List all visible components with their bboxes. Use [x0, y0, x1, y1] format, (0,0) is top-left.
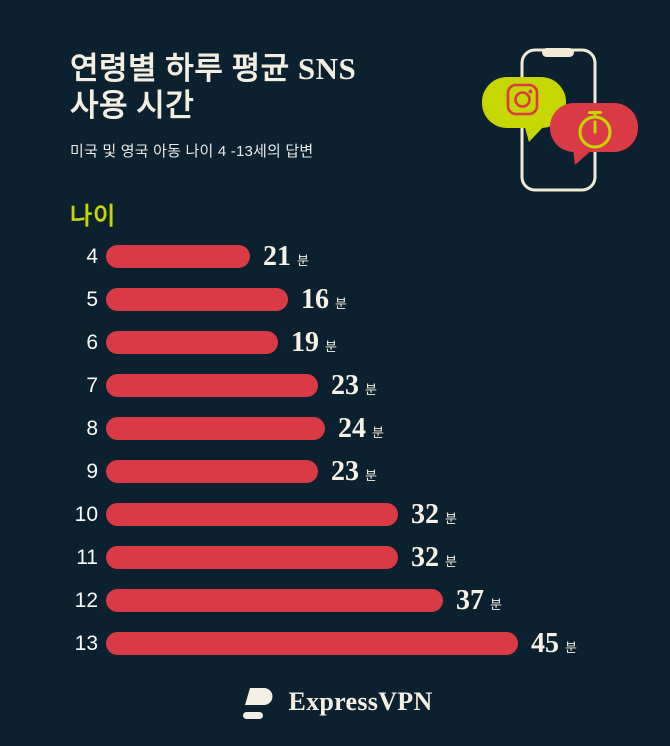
value-wrap: 45 분 — [531, 627, 577, 659]
header: 연령별 하루 평균 SNS 사용 시간 미국 및 영국 아동 나이 4 -13세… — [70, 50, 490, 161]
unit-label: 분 — [445, 510, 457, 526]
unit-label: 분 — [297, 252, 309, 268]
subtitle: 미국 및 영국 아동 나이 4 -13세의 답변 — [70, 143, 314, 160]
bar — [106, 374, 318, 397]
timer-bubble — [550, 103, 638, 165]
value-label: 23 — [331, 455, 359, 487]
bar — [106, 245, 250, 268]
unit-label: 분 — [372, 424, 384, 440]
age-label: 8 — [86, 416, 98, 440]
unit-label: 분 — [565, 639, 577, 655]
chart-row: 12 37 분 — [0, 584, 670, 616]
age-label: 5 — [86, 287, 98, 311]
bar — [106, 632, 518, 655]
bar — [106, 503, 398, 526]
value-label: 24 — [338, 412, 366, 444]
chart-row: 7 23 분 — [0, 369, 670, 401]
value-wrap: 32 분 — [411, 541, 457, 573]
value-wrap: 23 분 — [331, 369, 377, 401]
age-label: 4 — [86, 244, 98, 268]
unit-label: 분 — [325, 338, 337, 354]
bar — [106, 288, 288, 311]
chart-row: 4 21 분 — [0, 240, 670, 272]
value-label: 21 — [263, 240, 291, 272]
value-label: 37 — [456, 584, 484, 616]
age-label: 12 — [74, 588, 98, 612]
title-line-2: 사용 시간 — [70, 88, 195, 123]
phone-illustration — [482, 48, 638, 192]
value-wrap: 23 분 — [331, 455, 377, 487]
age-label: 6 — [86, 330, 98, 354]
unit-label: 분 — [490, 596, 502, 612]
instagram-bubble — [482, 77, 566, 142]
expressvpn-wordmark: ExpressVPN — [288, 687, 433, 716]
axis-title: 나이 — [70, 203, 117, 230]
value-label: 45 — [531, 627, 559, 659]
unit-label: 분 — [445, 553, 457, 569]
bar — [106, 589, 443, 612]
chart-row: 13 45 분 — [0, 627, 670, 659]
unit-label: 분 — [365, 467, 377, 483]
chart-row: 10 32 분 — [0, 498, 670, 530]
chart-row: 5 16 분 — [0, 283, 670, 315]
value-wrap: 32 분 — [411, 498, 457, 530]
value-wrap: 16 분 — [301, 283, 347, 315]
value-label: 19 — [291, 326, 319, 358]
stopwatch-icon — [578, 111, 612, 149]
age-label: 10 — [74, 502, 98, 526]
instagram-icon — [506, 83, 539, 116]
chart-row: 8 24 분 — [0, 412, 670, 444]
chart-row: 11 32 분 — [0, 541, 670, 573]
age-label: 7 — [86, 373, 98, 397]
expressvpn-logo-icon — [243, 688, 273, 719]
value-wrap: 19 분 — [291, 326, 337, 358]
bar-chart: 4 21 분 5 16 분 6 19 분 7 23 분 8 24 — [0, 240, 670, 675]
chart-row: 9 23 분 — [0, 455, 670, 487]
age-label: 11 — [76, 545, 98, 569]
page-title: 연령별 하루 평균 SNS 사용 시간 — [70, 50, 490, 124]
bar — [106, 460, 318, 483]
bar — [106, 417, 325, 440]
value-wrap: 24 분 — [338, 412, 384, 444]
value-wrap: 21 분 — [263, 240, 309, 272]
age-label: 9 — [86, 459, 98, 483]
value-label: 16 — [301, 283, 329, 315]
value-label: 32 — [411, 498, 439, 530]
value-wrap: 37 분 — [456, 584, 502, 616]
value-label: 32 — [411, 541, 439, 573]
unit-label: 분 — [335, 295, 347, 311]
age-label: 13 — [74, 631, 98, 655]
chart-row: 6 19 분 — [0, 326, 670, 358]
value-label: 23 — [331, 369, 359, 401]
bar — [106, 331, 278, 354]
unit-label: 분 — [365, 381, 377, 397]
footer: ExpressVPN — [0, 680, 670, 724]
bar — [106, 546, 398, 569]
title-line-1: 연령별 하루 평균 SNS — [70, 51, 357, 86]
